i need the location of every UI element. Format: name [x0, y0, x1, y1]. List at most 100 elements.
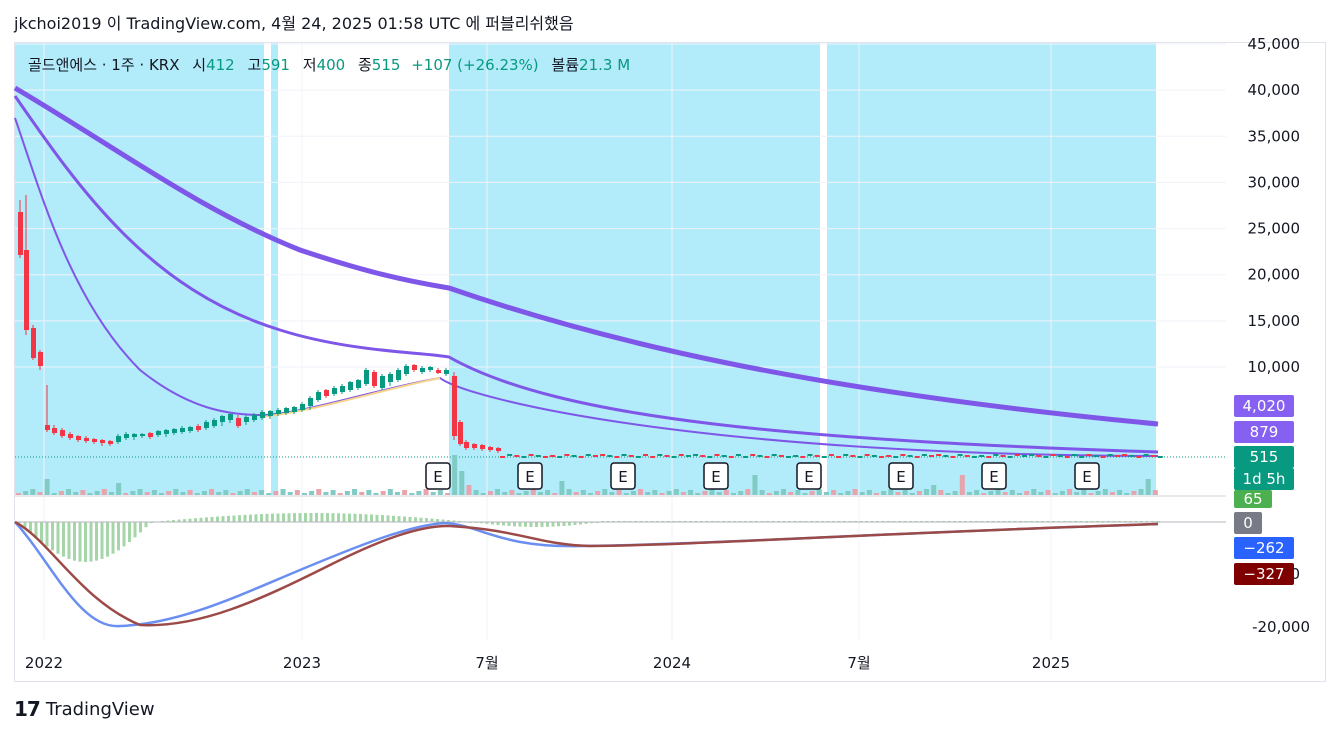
earnings-label: E [711, 468, 720, 486]
candle-body [220, 416, 225, 422]
macd-histogram-bar [133, 522, 137, 538]
candle-body [1064, 456, 1070, 458]
candle-body [196, 426, 201, 430]
volume-bar [652, 490, 658, 495]
chart-frame [14, 42, 1326, 682]
macd-histogram-bar [320, 513, 324, 522]
macd-histogram-bar [254, 514, 258, 522]
volume-bar [1109, 492, 1115, 495]
candle-body [964, 455, 970, 457]
candle-body [436, 370, 441, 373]
candle-body [260, 412, 265, 418]
signal-line [14, 520, 1159, 627]
volume-bar [1067, 489, 1073, 495]
earnings-badge [703, 462, 729, 490]
earnings-event-0[interactable]: E [425, 462, 451, 490]
macd-histogram-bar [551, 522, 555, 527]
countdown-tag: 1d 5h [1234, 468, 1294, 490]
session-bg-3 [827, 43, 1156, 495]
candle-body [84, 438, 89, 441]
candle-body [621, 454, 627, 456]
candle-body [472, 444, 477, 448]
macd-histogram-bar [573, 522, 577, 525]
ma-long-tag: 4,020 [1234, 395, 1294, 417]
candle-body [396, 370, 401, 380]
earnings-badge [981, 462, 1007, 490]
earnings-event-6[interactable]: E [981, 462, 1007, 490]
earnings-event-1[interactable]: E [517, 462, 543, 490]
earnings-label: E [896, 468, 905, 486]
macd-histogram-bar [337, 513, 340, 522]
macd-histogram-bar [359, 514, 362, 522]
volume-bar [766, 493, 772, 495]
volume-bar [459, 471, 465, 495]
macd-histogram-bar [408, 516, 412, 522]
low-label: 저 [302, 56, 317, 74]
macd-histogram-bar [447, 519, 450, 522]
candle-body [452, 376, 457, 436]
macd-histogram-bar [205, 517, 208, 522]
macd-histogram-bar [331, 513, 335, 522]
earnings-event-3[interactable]: E [703, 462, 729, 490]
macd-histogram-bar [480, 522, 483, 524]
candle-body [1086, 454, 1092, 456]
candle-body [1107, 454, 1113, 456]
volume-bar [66, 489, 72, 495]
candle-body [1036, 455, 1042, 457]
volume-bar [173, 489, 179, 495]
candle-body [404, 366, 409, 374]
macd-histogram-bar [502, 522, 505, 526]
candles [18, 195, 1163, 458]
brand-name[interactable]: TradingView [45, 698, 155, 720]
author-name[interactable]: jkchoi2019 [14, 14, 102, 33]
volume-bar [823, 492, 829, 495]
symbol-title[interactable]: 골드앤에스 · 1주 · KRX [28, 56, 180, 74]
candle-body [212, 420, 217, 426]
candle-body [308, 398, 313, 406]
volume-bar [416, 491, 422, 495]
change-value: +107 (+26.23%) [411, 56, 539, 74]
earnings-event-7[interactable]: E [1074, 462, 1100, 490]
volume-bar [781, 489, 787, 495]
volume-bar [1124, 493, 1130, 495]
volume-bar [352, 489, 358, 495]
candle-body [1021, 455, 1027, 457]
candle-body [164, 430, 169, 434]
macd-histogram-bar [276, 513, 280, 522]
candle-body [607, 455, 613, 457]
volume-bar [1024, 491, 1030, 495]
volume-bar [638, 489, 644, 495]
volume-bar [716, 492, 722, 495]
candle-body [507, 454, 513, 456]
candle-body [585, 454, 591, 456]
tradingview-logo-icon[interactable]: 17 [14, 697, 41, 721]
volume-bar [924, 489, 930, 495]
candle-body [1114, 455, 1120, 457]
earnings-event-2[interactable]: E [610, 462, 636, 490]
macd-histogram-bar [364, 514, 368, 522]
volume-bar [1131, 491, 1137, 495]
candle-body [1050, 454, 1056, 456]
last-price-tag: 515 [1234, 446, 1294, 468]
macd-histogram-bar [304, 513, 307, 522]
volume-bar [1081, 490, 1087, 495]
volume-bar [309, 491, 315, 495]
earnings-event-4[interactable]: E [796, 462, 822, 490]
time-axis-label: 2024 [653, 654, 691, 672]
volume-bar [959, 475, 965, 495]
macd-histogram-bar [282, 513, 285, 522]
volume-bar [273, 491, 279, 495]
time-axis-label: 7월 [847, 654, 870, 672]
candle-body [45, 425, 50, 430]
volume-bar [680, 492, 686, 495]
volume-bar [731, 493, 736, 495]
earnings-event-5[interactable]: E [888, 462, 914, 490]
candle-body [635, 456, 641, 458]
macd-tick-label: -20,000 [1252, 618, 1310, 636]
candle-body [372, 372, 377, 386]
candle-body [412, 365, 417, 370]
candle-body [464, 442, 469, 448]
macd-histogram-bar [260, 514, 263, 522]
volume-bar [573, 492, 579, 495]
